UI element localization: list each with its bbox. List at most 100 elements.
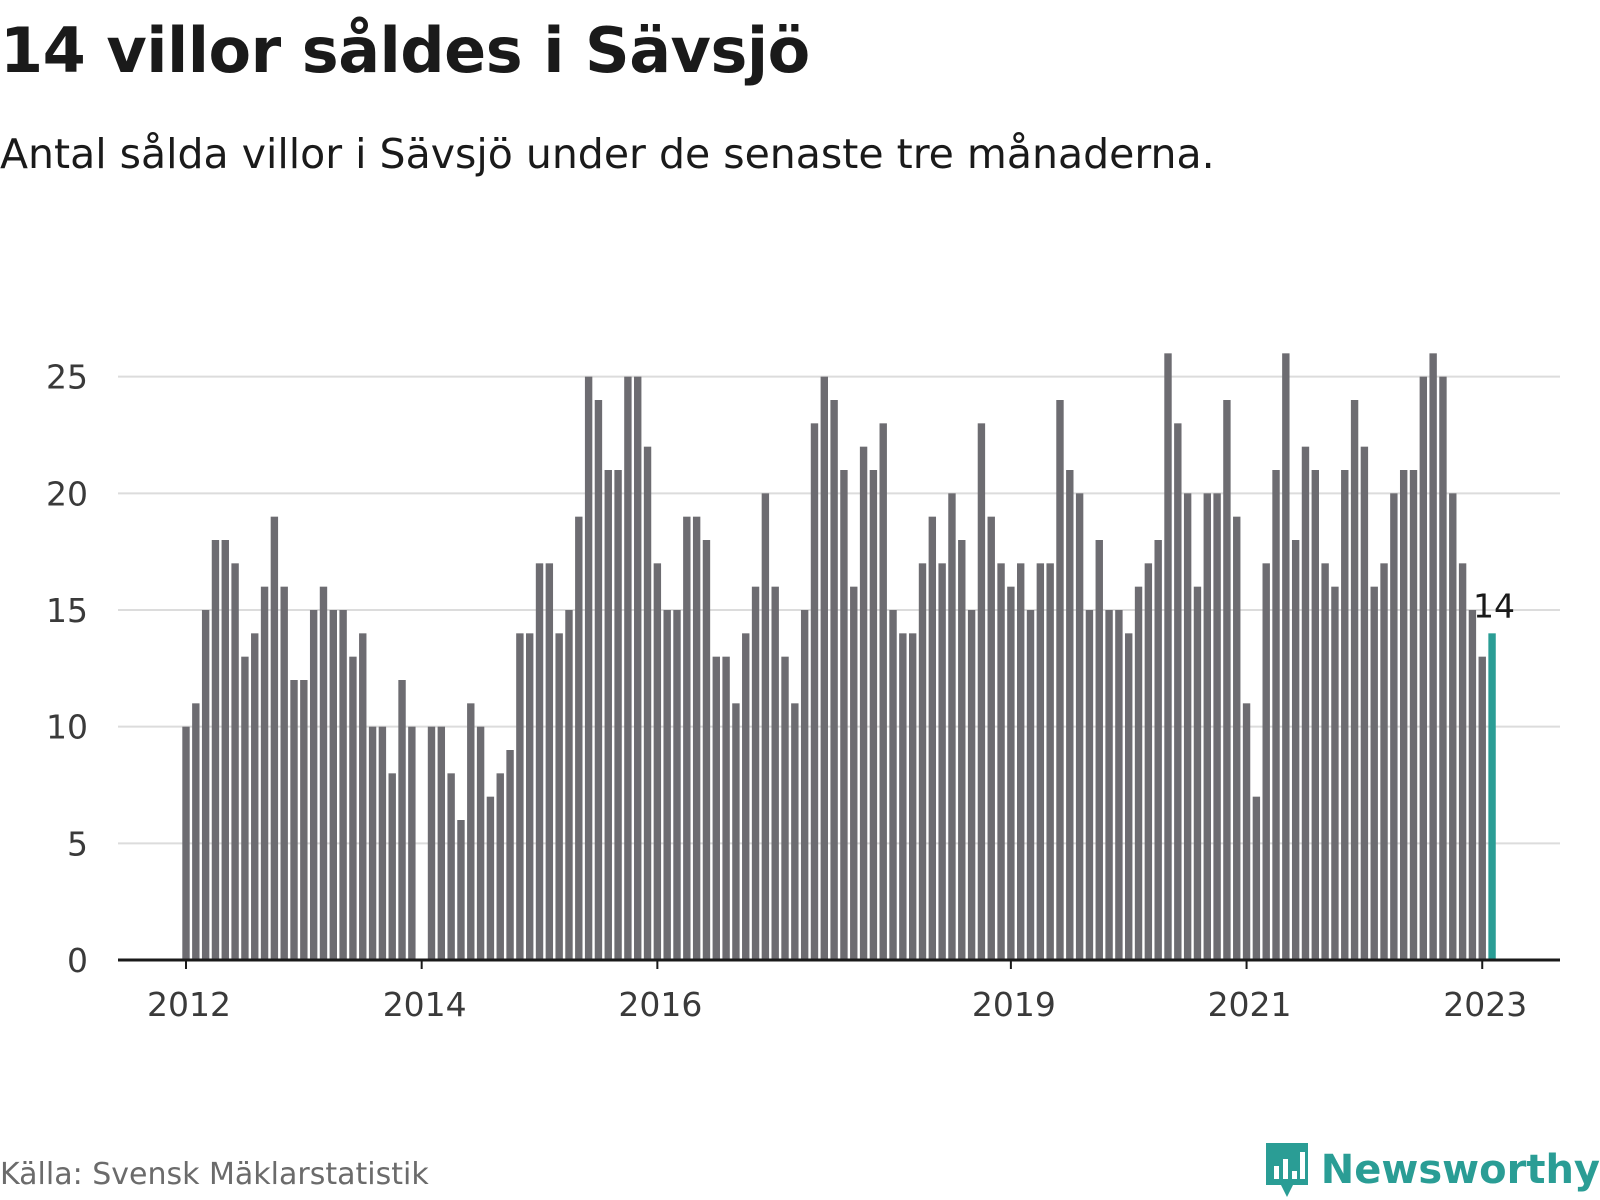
- bar: [319, 586, 328, 960]
- y-tick-label: 15: [46, 591, 88, 630]
- bar: [535, 563, 544, 960]
- bar: [1046, 563, 1054, 960]
- x-tick-label: 2014: [383, 985, 467, 1024]
- y-tick-label: 20: [46, 474, 88, 513]
- bar: [1144, 563, 1153, 960]
- bar: [997, 563, 1005, 960]
- bar: [889, 610, 897, 960]
- bar: [1105, 610, 1113, 960]
- bar: [1291, 540, 1300, 960]
- bar: [1341, 470, 1349, 960]
- bar: [1468, 610, 1477, 960]
- bar: [584, 376, 593, 961]
- bar: [948, 493, 956, 960]
- y-tick-label: 0: [67, 941, 88, 980]
- bar: [624, 376, 632, 961]
- bar: [408, 726, 416, 960]
- bar: [673, 610, 681, 960]
- bar: [1075, 493, 1084, 960]
- bar: [791, 703, 799, 960]
- bar: [830, 400, 838, 960]
- brand-logo[interactable]: Newsworthy: [1263, 1140, 1600, 1200]
- bar: [192, 703, 200, 960]
- bar: [908, 633, 917, 960]
- x-tick-label: 2023: [1443, 985, 1527, 1024]
- bar: [1154, 540, 1162, 960]
- source-label: Källa: Svensk Mäklarstatistik: [0, 1157, 429, 1192]
- bar: [201, 610, 210, 960]
- bar: [1429, 353, 1437, 960]
- bar: [1449, 493, 1457, 960]
- bar: [928, 516, 937, 960]
- bar: [594, 400, 603, 960]
- bar: [437, 726, 446, 960]
- bar: [653, 563, 662, 960]
- bar: [526, 633, 534, 960]
- bar: [398, 680, 406, 960]
- bar: [368, 726, 377, 960]
- bar: [1183, 493, 1192, 960]
- bar: [378, 726, 387, 960]
- bar: [859, 446, 868, 960]
- bar: [634, 376, 642, 961]
- bar: [241, 656, 249, 960]
- bar: [575, 516, 583, 960]
- x-tick-label: 2021: [1208, 985, 1292, 1024]
- bar: [663, 610, 671, 960]
- bar: [182, 726, 190, 960]
- bar: [1095, 540, 1103, 960]
- bar: [211, 540, 220, 960]
- bar: [1262, 563, 1270, 960]
- bar: [869, 470, 878, 960]
- bar: [309, 610, 318, 960]
- bar: [486, 796, 495, 960]
- bar: [339, 610, 347, 960]
- bar: [702, 540, 711, 960]
- bar: [280, 586, 288, 960]
- bar: [840, 470, 848, 960]
- bar: [427, 726, 436, 960]
- bar: [1380, 563, 1388, 960]
- bar: [781, 656, 789, 960]
- y-tick-label: 10: [46, 708, 88, 747]
- bar: [604, 470, 612, 960]
- bar: [1439, 376, 1447, 961]
- bar: [1085, 610, 1094, 960]
- bar: [476, 726, 485, 960]
- bar: [565, 610, 573, 960]
- bar: [221, 540, 229, 960]
- bar: [800, 610, 809, 960]
- bar: [1056, 400, 1064, 960]
- x-tick-label: 2019: [972, 985, 1056, 1024]
- bar: [1233, 516, 1241, 960]
- bar: [1125, 633, 1133, 960]
- bar: [359, 633, 367, 960]
- y-tick-label: 25: [46, 358, 88, 397]
- x-tick-label: 2012: [147, 985, 231, 1024]
- bar: [1164, 353, 1172, 960]
- bar: [1331, 586, 1339, 960]
- bar: [555, 633, 563, 960]
- bar: [300, 680, 308, 960]
- page-title: 14 villor såldes i Sävsjö: [0, 14, 810, 87]
- bar: [850, 586, 858, 960]
- bar: [231, 563, 239, 960]
- bar: [938, 563, 946, 960]
- bar: [1193, 586, 1202, 960]
- bar: [761, 493, 770, 960]
- bar: [722, 656, 730, 960]
- bar: [1478, 656, 1486, 960]
- bar: [349, 656, 357, 960]
- bar: [270, 516, 279, 960]
- bar: [643, 446, 652, 960]
- bar: [1036, 563, 1045, 960]
- bar: [958, 540, 966, 960]
- bar: [771, 586, 779, 960]
- highlight-data-label: 14: [1473, 586, 1515, 625]
- bar: [1301, 446, 1310, 960]
- bar: [1409, 470, 1418, 960]
- bar: [545, 563, 554, 960]
- bar-chart-speech-bubble-icon: [1265, 1143, 1308, 1197]
- bar: [1134, 586, 1143, 960]
- bar: [977, 423, 986, 960]
